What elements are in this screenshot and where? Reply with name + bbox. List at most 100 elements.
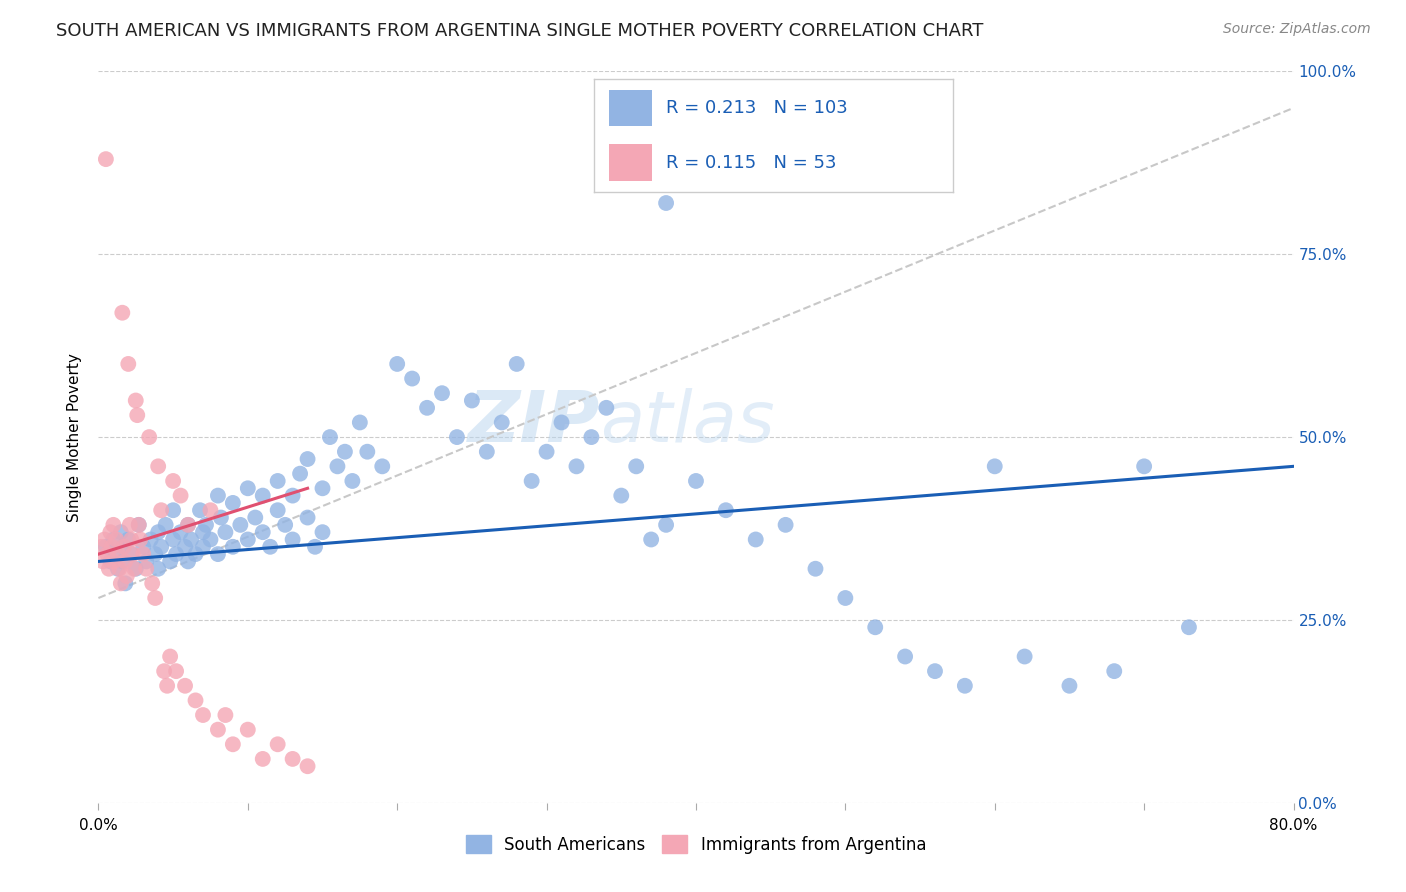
Point <box>804 562 827 576</box>
Point <box>1014 649 1036 664</box>
Point <box>281 533 304 547</box>
Point <box>139 533 162 547</box>
Point <box>111 554 134 568</box>
Point <box>184 693 207 707</box>
Point <box>138 430 160 444</box>
Point <box>304 540 326 554</box>
Point <box>150 540 173 554</box>
Point <box>236 723 259 737</box>
Legend: South Americans, Immigrants from Argentina: South Americans, Immigrants from Argenti… <box>460 829 932 860</box>
Text: ZIP: ZIP <box>468 388 600 457</box>
Point <box>610 489 633 503</box>
Point <box>156 679 179 693</box>
Point <box>91 554 114 568</box>
Point <box>342 474 364 488</box>
Point <box>169 525 191 540</box>
Point <box>159 554 181 568</box>
Point <box>209 510 232 524</box>
Point <box>297 452 319 467</box>
Point <box>311 525 333 540</box>
Point <box>174 540 197 554</box>
Text: SOUTH AMERICAN VS IMMIGRANTS FROM ARGENTINA SINGLE MOTHER POVERTY CORRELATION CH: SOUTH AMERICAN VS IMMIGRANTS FROM ARGENT… <box>56 22 984 40</box>
Point <box>174 679 197 693</box>
Point <box>714 503 737 517</box>
Point <box>162 474 184 488</box>
Point <box>894 649 917 664</box>
Point <box>267 737 290 751</box>
Point <box>115 569 138 583</box>
Point <box>984 459 1007 474</box>
Point <box>281 752 304 766</box>
Point <box>98 554 122 568</box>
Point <box>153 664 176 678</box>
Point <box>745 533 768 547</box>
Point <box>118 517 141 532</box>
Point <box>110 525 132 540</box>
Point <box>148 525 170 540</box>
Point <box>120 547 142 561</box>
Point <box>924 664 946 678</box>
Point <box>128 517 150 532</box>
Point <box>288 467 311 481</box>
Point <box>90 540 112 554</box>
Point <box>297 759 319 773</box>
Point <box>550 416 572 430</box>
Text: Source: ZipAtlas.com: Source: ZipAtlas.com <box>1223 22 1371 37</box>
Point <box>229 517 252 532</box>
Point <box>475 444 498 458</box>
Point <box>93 533 115 547</box>
Point <box>333 444 356 458</box>
Point <box>97 562 120 576</box>
Point <box>834 591 856 605</box>
Point <box>103 554 125 568</box>
Point <box>267 474 290 488</box>
Point <box>1104 664 1126 678</box>
Point <box>685 474 707 488</box>
Point <box>169 489 191 503</box>
Point <box>252 489 274 503</box>
Point <box>371 459 394 474</box>
Point <box>98 525 122 540</box>
Point <box>141 576 163 591</box>
Point <box>259 540 281 554</box>
Point <box>252 752 274 766</box>
Point <box>446 430 468 444</box>
Point <box>129 533 152 547</box>
Point <box>143 547 166 561</box>
Point <box>207 547 229 561</box>
Point <box>125 393 148 408</box>
Point <box>135 554 157 568</box>
Point <box>107 562 129 576</box>
Point <box>127 408 149 422</box>
Point <box>200 533 222 547</box>
Point <box>180 533 202 547</box>
Point <box>520 474 543 488</box>
Point <box>125 562 148 576</box>
Point <box>1178 620 1201 634</box>
Point <box>655 196 678 211</box>
Point <box>319 430 342 444</box>
Point <box>356 444 378 458</box>
Point <box>430 386 453 401</box>
Point <box>162 503 184 517</box>
Point <box>297 510 319 524</box>
Point <box>155 517 177 532</box>
Point <box>110 576 132 591</box>
Point <box>1059 679 1081 693</box>
Point <box>135 562 157 576</box>
Point <box>105 547 128 561</box>
Point <box>207 723 229 737</box>
Point <box>252 525 274 540</box>
Point <box>177 554 200 568</box>
Point <box>506 357 529 371</box>
Point <box>626 459 648 474</box>
Point <box>114 576 136 591</box>
Point <box>177 517 200 532</box>
Point <box>143 591 166 605</box>
Point <box>105 533 128 547</box>
Text: atlas: atlas <box>600 388 775 457</box>
Point <box>267 503 290 517</box>
Point <box>461 393 484 408</box>
Point <box>195 517 218 532</box>
Point <box>222 737 245 751</box>
